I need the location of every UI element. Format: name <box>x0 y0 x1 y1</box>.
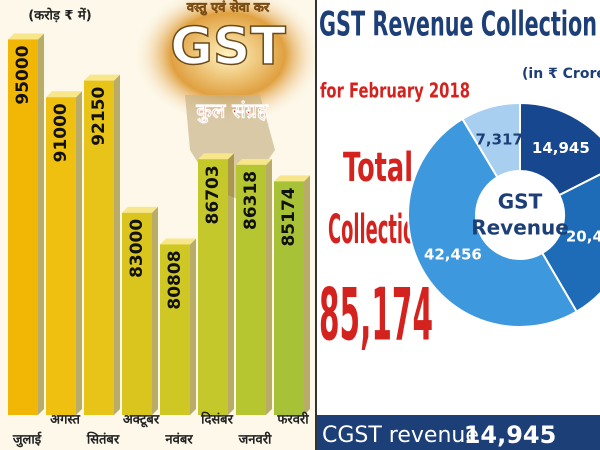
footer-value: 14,945 <box>464 421 557 449</box>
center-label: GST <box>498 190 543 214</box>
bar-side <box>228 153 234 416</box>
value-label: 85174 <box>279 187 299 246</box>
bar-top <box>122 206 158 213</box>
donut-hole <box>477 172 563 258</box>
bar-top <box>84 74 120 81</box>
footer-label: CGST revenue <box>322 423 479 448</box>
x-tick-label: नवंबर <box>164 432 193 448</box>
bar <box>198 159 228 415</box>
bar <box>236 164 266 415</box>
x-tick-label: फरवरी <box>276 412 309 428</box>
right-title: GST Revenue Collection <box>319 5 597 45</box>
logo-title: GST <box>170 17 286 77</box>
logo-subtitle: वस्तु एवं सेवा कर <box>186 0 270 16</box>
bar <box>160 244 190 415</box>
total-title: Total <box>343 145 413 191</box>
value-label: 42,456 <box>424 245 482 263</box>
bar-top <box>236 158 272 165</box>
logo-caption: कुल संग्रह <box>195 99 269 124</box>
bar-side <box>190 238 196 415</box>
unit-label: (करोड़ ₹ में) <box>28 8 91 24</box>
bar <box>46 97 76 415</box>
bar-top <box>8 33 44 40</box>
x-tick-label: अक्टूबर <box>123 413 160 428</box>
pie-slice <box>519 101 600 197</box>
value-label: 95000 <box>13 45 33 104</box>
bar-side <box>304 175 310 415</box>
x-tick-label: अगस्त <box>50 413 80 428</box>
bar <box>274 181 304 415</box>
bar-side <box>266 158 272 415</box>
bar-top <box>46 91 82 98</box>
x-tick-label: जुलाई <box>12 432 42 448</box>
pie-slice <box>461 101 521 179</box>
bar-top <box>160 238 196 245</box>
bar <box>84 80 114 415</box>
bar-top <box>274 175 310 182</box>
bar <box>122 212 152 415</box>
x-tick-label: सितंबर <box>86 432 120 448</box>
x-tick-label: जनवरी <box>238 432 272 448</box>
footer-band <box>317 415 600 450</box>
pie-slice <box>406 117 578 329</box>
right-subtitle: for February 2018 <box>320 79 470 103</box>
value-label: 14,945 <box>532 139 590 157</box>
x-tick-label: दिसंबर <box>200 412 233 428</box>
logo-glow <box>133 0 323 125</box>
value-label: 91000 <box>51 103 71 162</box>
bar-side <box>152 206 158 415</box>
value-label: 86703 <box>203 165 223 224</box>
value-label: 83000 <box>127 219 147 278</box>
bar <box>8 39 38 415</box>
bar-side <box>38 33 44 415</box>
value-label: 7,317 <box>475 130 522 148</box>
total-value: 85,174 <box>319 273 433 357</box>
right-unit: (in ₹ Crores) <box>522 66 600 82</box>
value-label: 80808 <box>165 250 185 309</box>
value-label: 20,456 <box>566 228 600 246</box>
value-label: 86318 <box>241 171 261 230</box>
center-label: Revenue <box>471 216 569 240</box>
bar-top <box>198 153 234 160</box>
value-label: 92150 <box>89 86 109 145</box>
bar-side <box>114 74 120 415</box>
bar-side <box>76 91 82 415</box>
